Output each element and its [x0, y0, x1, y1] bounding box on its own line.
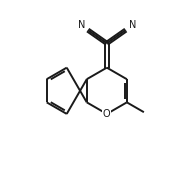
Text: N: N	[78, 20, 85, 30]
Text: O: O	[103, 109, 111, 119]
Text: N: N	[129, 20, 136, 30]
